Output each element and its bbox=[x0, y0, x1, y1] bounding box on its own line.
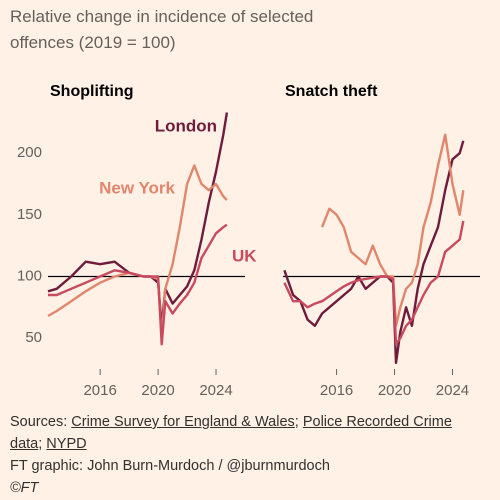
x-tick-label: 2020 bbox=[141, 382, 174, 399]
sources-label: Sources: bbox=[10, 414, 68, 430]
series-line bbox=[48, 223, 228, 346]
panel-title: Snatch theft bbox=[285, 83, 378, 100]
x-tick-label: 2024 bbox=[436, 382, 469, 399]
separator: ; bbox=[294, 414, 299, 430]
footer: Sources: Crime Survey for England & Wale… bbox=[10, 411, 480, 499]
title: Relative change in incidence of selected… bbox=[10, 7, 314, 52]
credit: FT graphic: John Burn-Murdoch / @jburnmu… bbox=[10, 458, 330, 474]
series-line bbox=[47, 112, 229, 327]
y-tick-label: 150 bbox=[17, 206, 42, 223]
y-tick-label: 50 bbox=[25, 329, 42, 346]
source-link[interactable]: Crime Survey for England & Wales bbox=[71, 414, 295, 430]
x-tick-label: 2020 bbox=[378, 382, 411, 399]
series-label: New York bbox=[99, 178, 175, 197]
y-tick-label: 200 bbox=[17, 144, 42, 161]
x-tick-label: 2016 bbox=[83, 382, 116, 399]
series-label: London bbox=[155, 116, 217, 135]
separator: ; bbox=[38, 436, 43, 452]
x-tick-label: 2024 bbox=[199, 382, 232, 399]
sources: Sources: Crime Survey for England & Wale… bbox=[10, 411, 480, 455]
series-label: UK bbox=[232, 246, 257, 265]
source-link[interactable]: NYPD bbox=[46, 436, 87, 452]
x-tick-label: 2016 bbox=[320, 382, 353, 399]
series-line bbox=[283, 220, 465, 346]
panel-title: Shoplifting bbox=[50, 83, 134, 100]
source-link[interactable]: Police Recorded Crime data bbox=[10, 414, 452, 452]
y-tick-label: 100 bbox=[17, 267, 42, 284]
copyright: ©FT bbox=[10, 480, 39, 496]
